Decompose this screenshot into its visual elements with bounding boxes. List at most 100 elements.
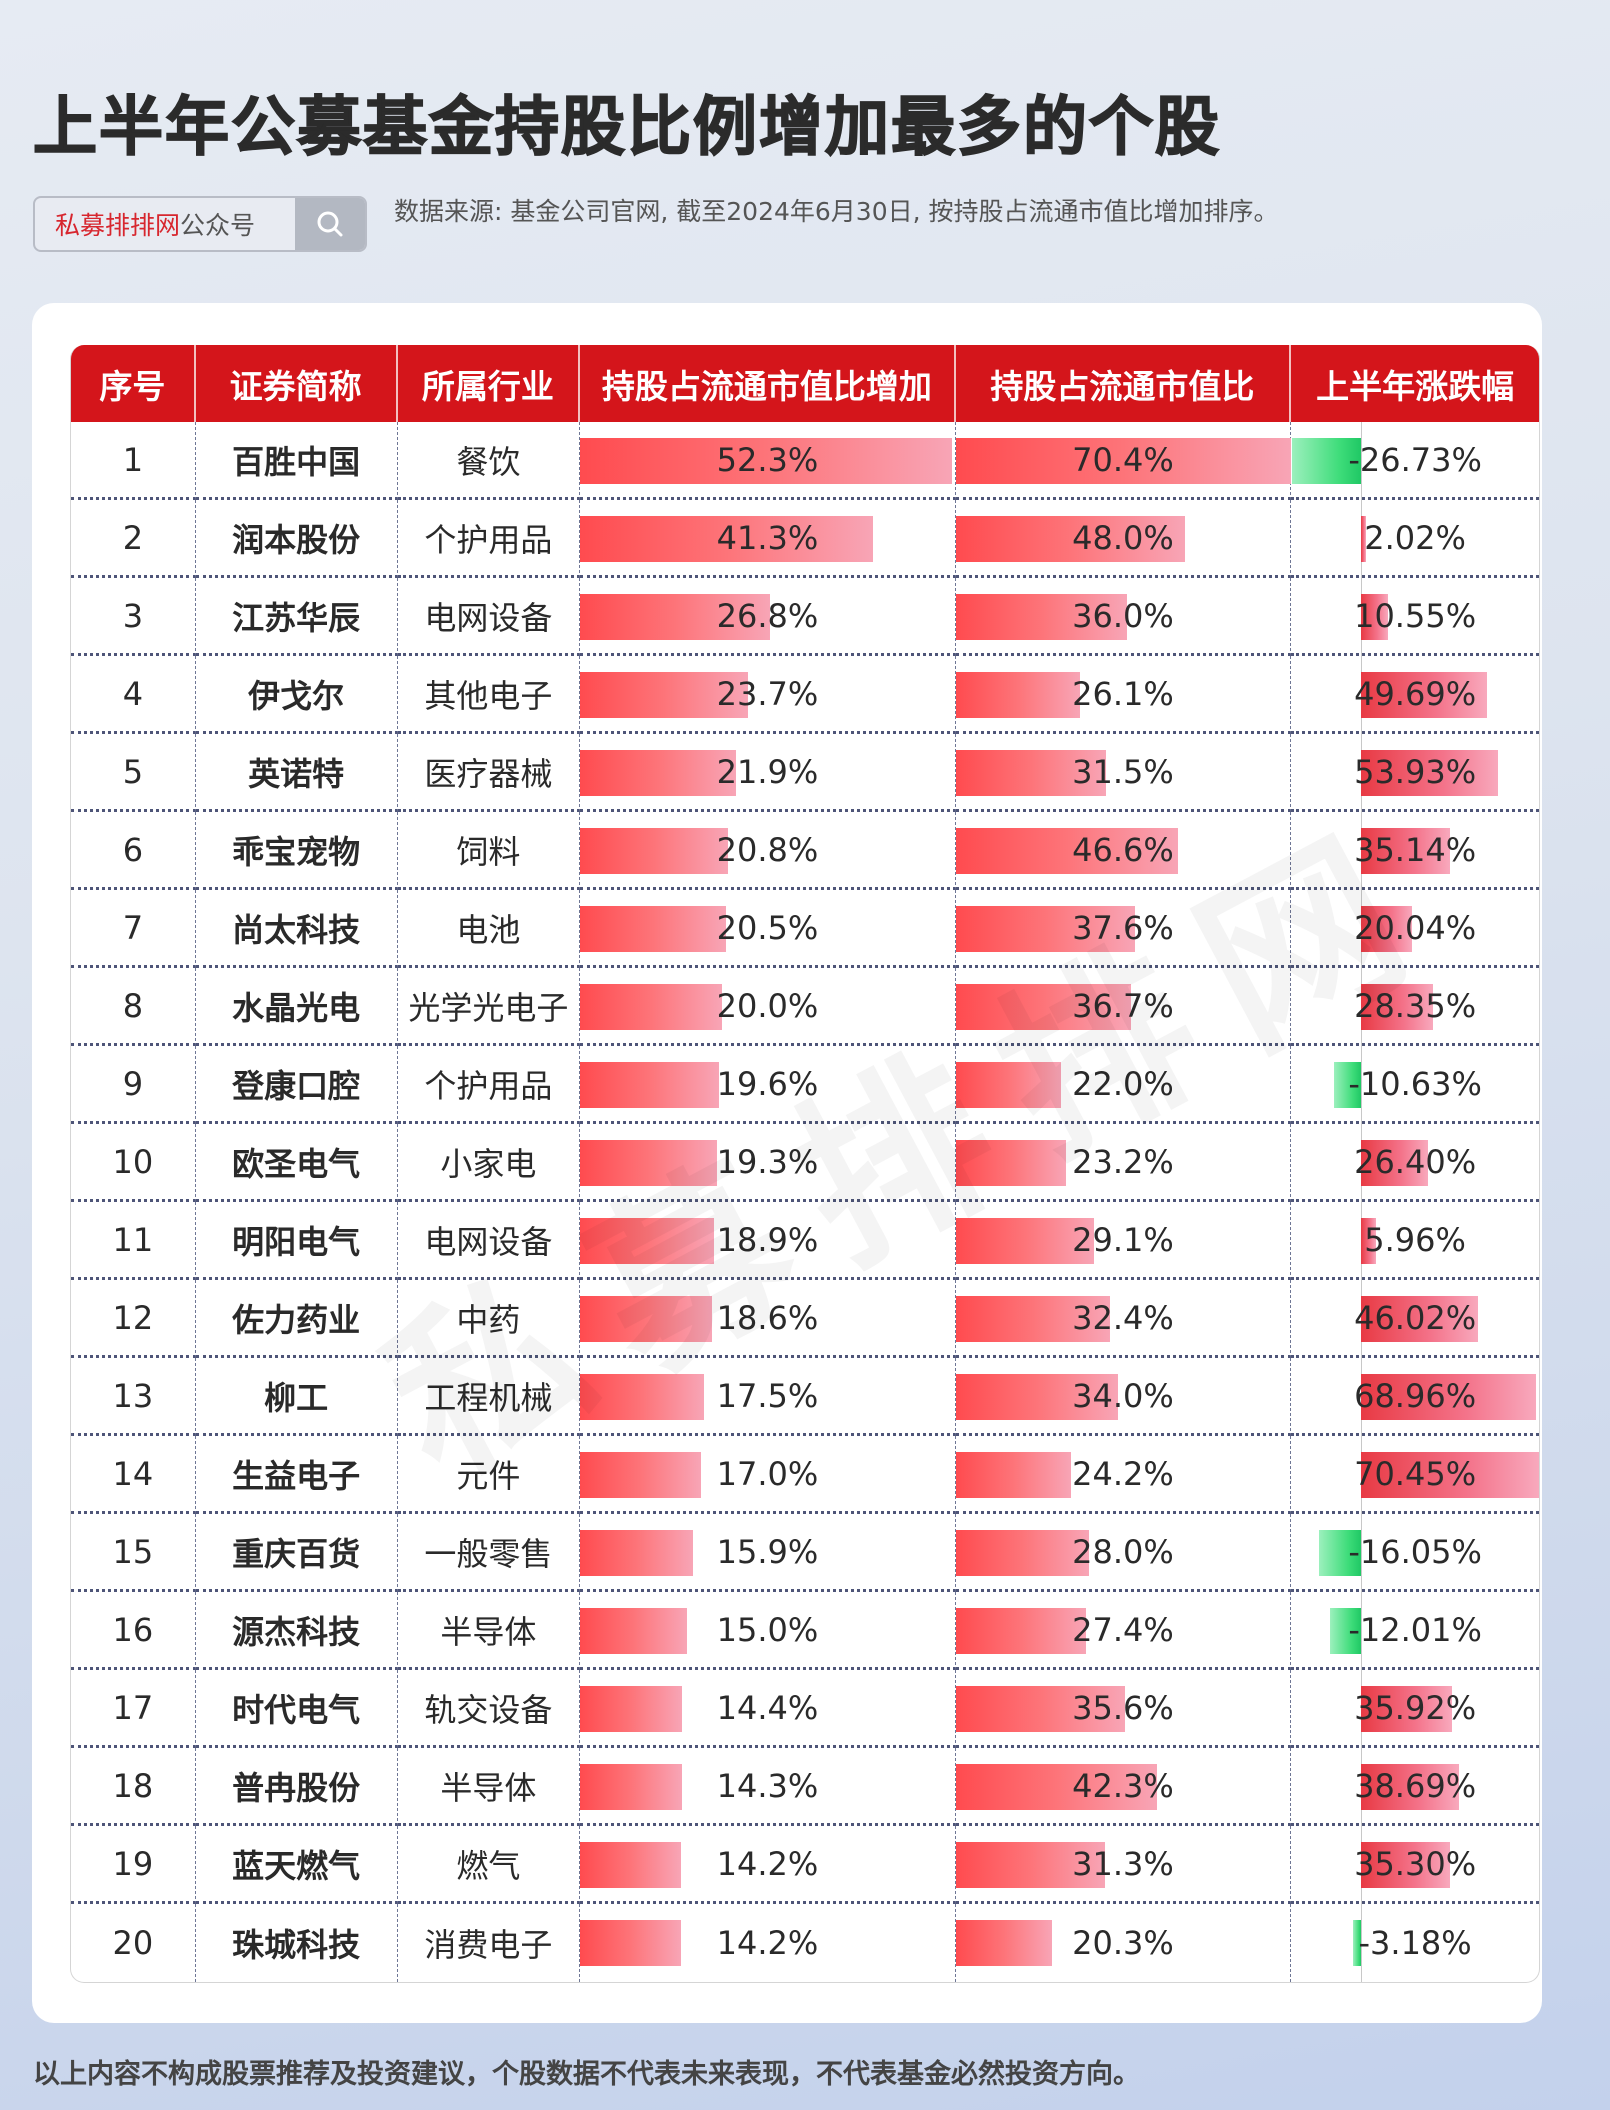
increase-value: 20.5% [716,908,819,947]
change-cell: -16.05% [1291,1514,1539,1592]
table-row: 9 登康口腔 个护用品 19.6% 22.0% -10.63% [71,1046,1539,1124]
increase-cell: 18.6% [580,1280,956,1358]
brand-name: 私募排排网 [55,211,181,240]
table-row: 19 蓝天燃气 燃气 14.2% 31.3% 35.30% [71,1826,1539,1904]
increase-bar [580,984,723,1030]
change-bar-positive [1361,750,1498,796]
change-cell: 26.40% [1291,1124,1539,1202]
increase-value: 14.4% [716,1688,819,1727]
zero-axis [1361,422,1363,500]
change-value: -16.05% [1348,1532,1482,1571]
change-bar-negative [1291,438,1362,484]
rank-cell: 10 [71,1124,196,1202]
stock-name-cell: 珠城科技 [196,1904,398,1982]
increase-value: 19.3% [716,1142,819,1181]
search-button[interactable] [295,198,365,250]
rank-cell: 9 [71,1046,196,1124]
disclaimer: 以上内容不构成股票推荐及投资建议，个股数据不代表未来表现，不代表基金必然投资方向… [33,2059,1140,2090]
increase-bar [580,1062,720,1108]
change-value: 35.14% [1354,830,1477,869]
ratio-bar [955,828,1178,874]
table-row: 4 伊戈尔 其他电子 23.7% 26.1% 49.69% [71,656,1539,734]
ratio-value: 27.4% [1072,1610,1174,1649]
industry-cell: 半导体 [397,1592,581,1670]
industry-cell: 工程机械 [397,1358,581,1436]
brand-suffix: 公众号 [180,211,256,240]
rank-cell: 6 [71,812,196,890]
ratio-value: 35.6% [1072,1688,1174,1727]
change-bar-negative [1352,1920,1362,1966]
industry-cell: 医疗器械 [397,734,581,812]
stock-name-cell: 润本股份 [195,500,398,578]
ratio-cell: 24.2% [955,1436,1292,1514]
rank-cell: 15 [71,1514,196,1592]
increase-bar [580,906,726,952]
change-value: 28.35% [1354,986,1477,1025]
industry-cell: 一般零售 [397,1514,581,1592]
industry-cell: 元件 [397,1436,581,1514]
increase-bar [580,1218,715,1264]
industry-cell: 餐饮 [397,422,581,500]
increase-cell: 14.2% [580,1904,956,1982]
change-bar-positive [1361,984,1433,1030]
ratio-bar [955,1920,1053,1966]
increase-value: 14.2% [716,1924,819,1962]
change-bar-positive [1361,1140,1428,1186]
change-value: 35.92% [1354,1688,1477,1727]
change-cell: 35.14% [1291,812,1539,890]
ratio-cell: 22.0% [955,1046,1292,1124]
col-header-ratio: 持股占流通市值比 [955,345,1292,422]
increase-value: 21.9% [716,752,819,791]
rank-cell: 3 [71,578,196,656]
table-header-row: 序号 证券简称 所属行业 持股占流通市值比增加 持股占流通市值比 上半年涨跌幅 [71,345,1539,422]
table-row: 17 时代电气 轨交设备 14.4% 35.6% 35.92% [71,1670,1539,1748]
change-value: 35.30% [1354,1844,1477,1883]
stock-name-cell: 江苏华辰 [195,578,398,656]
search-text[interactable]: 私募排排网 公众号 [35,198,295,250]
ratio-bar [955,1842,1105,1888]
change-cell: 35.92% [1291,1670,1539,1748]
ratio-value: 37.6% [1072,908,1174,947]
increase-value: 20.8% [716,830,819,869]
table-row: 10 欧圣电气 小家电 19.3% 23.2% 26.40% [71,1124,1539,1202]
increase-cell: 15.9% [580,1514,956,1592]
change-cell: 28.35% [1291,968,1539,1046]
industry-cell: 光学光电子 [397,968,581,1046]
ratio-bar [955,1218,1095,1264]
increase-bar [580,1140,718,1186]
table-row: 3 江苏华辰 电网设备 26.8% 36.0% 10.55% [71,578,1539,656]
ratio-value: 23.2% [1072,1142,1174,1181]
increase-value: 15.0% [716,1610,819,1649]
change-bar-positive [1361,1686,1453,1732]
change-cell: 46.02% [1291,1280,1539,1358]
stock-name-cell: 明阳电气 [195,1202,398,1280]
ratio-bar [955,1686,1126,1732]
ratio-value: 42.3% [1072,1766,1174,1805]
increase-cell: 20.0% [580,968,956,1046]
zero-axis [1361,1904,1363,1982]
stock-name-cell: 柳工 [195,1358,398,1436]
col-header-rank: 序号 [71,345,196,422]
stock-name-cell: 水晶光电 [195,968,398,1046]
increase-value: 17.5% [716,1376,819,1415]
ratio-value: 36.0% [1072,596,1174,635]
increase-value: 14.2% [716,1844,819,1883]
change-value: 68.96% [1354,1376,1477,1415]
search-box[interactable]: 私募排排网 公众号 [33,196,367,252]
ratio-bar [955,984,1131,1030]
ratio-cell: 31.5% [955,734,1292,812]
rank-cell: 18 [71,1748,196,1826]
table-row: 13 柳工 工程机械 17.5% 34.0% 68.96% [71,1358,1539,1436]
increase-value: 23.7% [716,674,819,713]
stock-name-cell: 伊戈尔 [195,656,398,734]
search-icon [317,211,343,237]
increase-cell: 18.9% [580,1202,956,1280]
change-cell: -10.63% [1291,1046,1539,1124]
increase-cell: 23.7% [580,656,956,734]
rank-cell: 16 [71,1592,196,1670]
ratio-bar [955,1140,1067,1186]
increase-bar [580,1764,682,1810]
change-bar-negative [1319,1530,1362,1576]
industry-cell: 饲料 [397,812,581,890]
change-value: 10.55% [1354,596,1477,635]
